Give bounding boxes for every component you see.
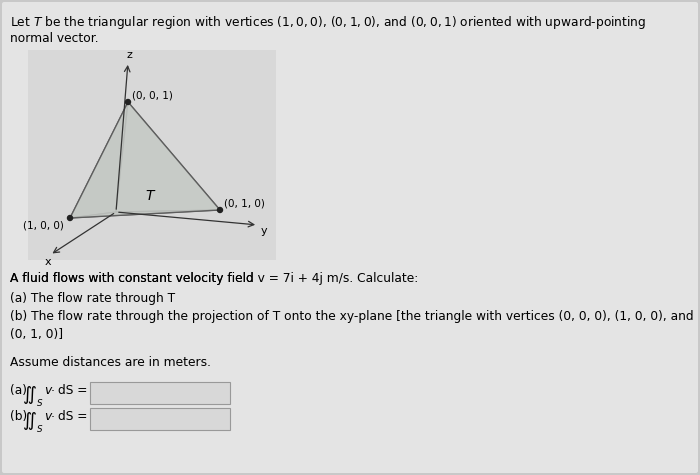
Text: dS =: dS = bbox=[58, 384, 88, 397]
Text: (a): (a) bbox=[10, 384, 27, 397]
Text: $\iint_S$: $\iint_S$ bbox=[22, 410, 43, 435]
Circle shape bbox=[67, 216, 73, 220]
Text: (0, 1, 0)]: (0, 1, 0)] bbox=[10, 328, 63, 341]
Text: z: z bbox=[126, 50, 132, 60]
Bar bbox=[90, 382, 230, 404]
Text: (0, 1, 0): (0, 1, 0) bbox=[224, 198, 265, 208]
Text: Let $\mathit{T}$ be the triangular region with vertices $(1, 0, 0)$, $(0, 1, 0)$: Let $\mathit{T}$ be the triangular regio… bbox=[10, 14, 646, 31]
Text: ·: · bbox=[51, 385, 55, 398]
Text: $\iint_S$: $\iint_S$ bbox=[22, 384, 43, 409]
Circle shape bbox=[218, 208, 223, 212]
Text: dS =: dS = bbox=[58, 410, 88, 423]
Text: x: x bbox=[45, 257, 51, 267]
Text: (1, 0, 0): (1, 0, 0) bbox=[23, 220, 64, 230]
Bar bbox=[90, 408, 230, 430]
Text: normal vector.: normal vector. bbox=[10, 32, 99, 45]
Polygon shape bbox=[116, 102, 220, 212]
Text: T: T bbox=[145, 189, 153, 203]
Text: (b) The flow rate through the projection of T onto the xy-plane [the triangle wi: (b) The flow rate through the projection… bbox=[10, 310, 694, 323]
Text: A fluid flows with constant velocity field: A fluid flows with constant velocity fie… bbox=[10, 272, 258, 285]
Text: Assume distances are in meters.: Assume distances are in meters. bbox=[10, 356, 211, 369]
Polygon shape bbox=[70, 102, 220, 218]
Text: A fluid flows with constant velocity field v = 7i + 4j m/s. Calculate:: A fluid flows with constant velocity fie… bbox=[10, 272, 419, 285]
Text: (b): (b) bbox=[10, 410, 27, 423]
Polygon shape bbox=[70, 210, 220, 218]
Text: ·: · bbox=[51, 411, 55, 424]
Text: y: y bbox=[261, 226, 267, 236]
Polygon shape bbox=[70, 102, 128, 218]
Text: v: v bbox=[44, 384, 51, 397]
Text: (a) The flow rate through T: (a) The flow rate through T bbox=[10, 292, 175, 305]
Text: (0, 0, 1): (0, 0, 1) bbox=[132, 90, 173, 100]
Circle shape bbox=[125, 99, 130, 104]
Bar bbox=[28, 50, 276, 260]
Text: v: v bbox=[44, 410, 51, 423]
